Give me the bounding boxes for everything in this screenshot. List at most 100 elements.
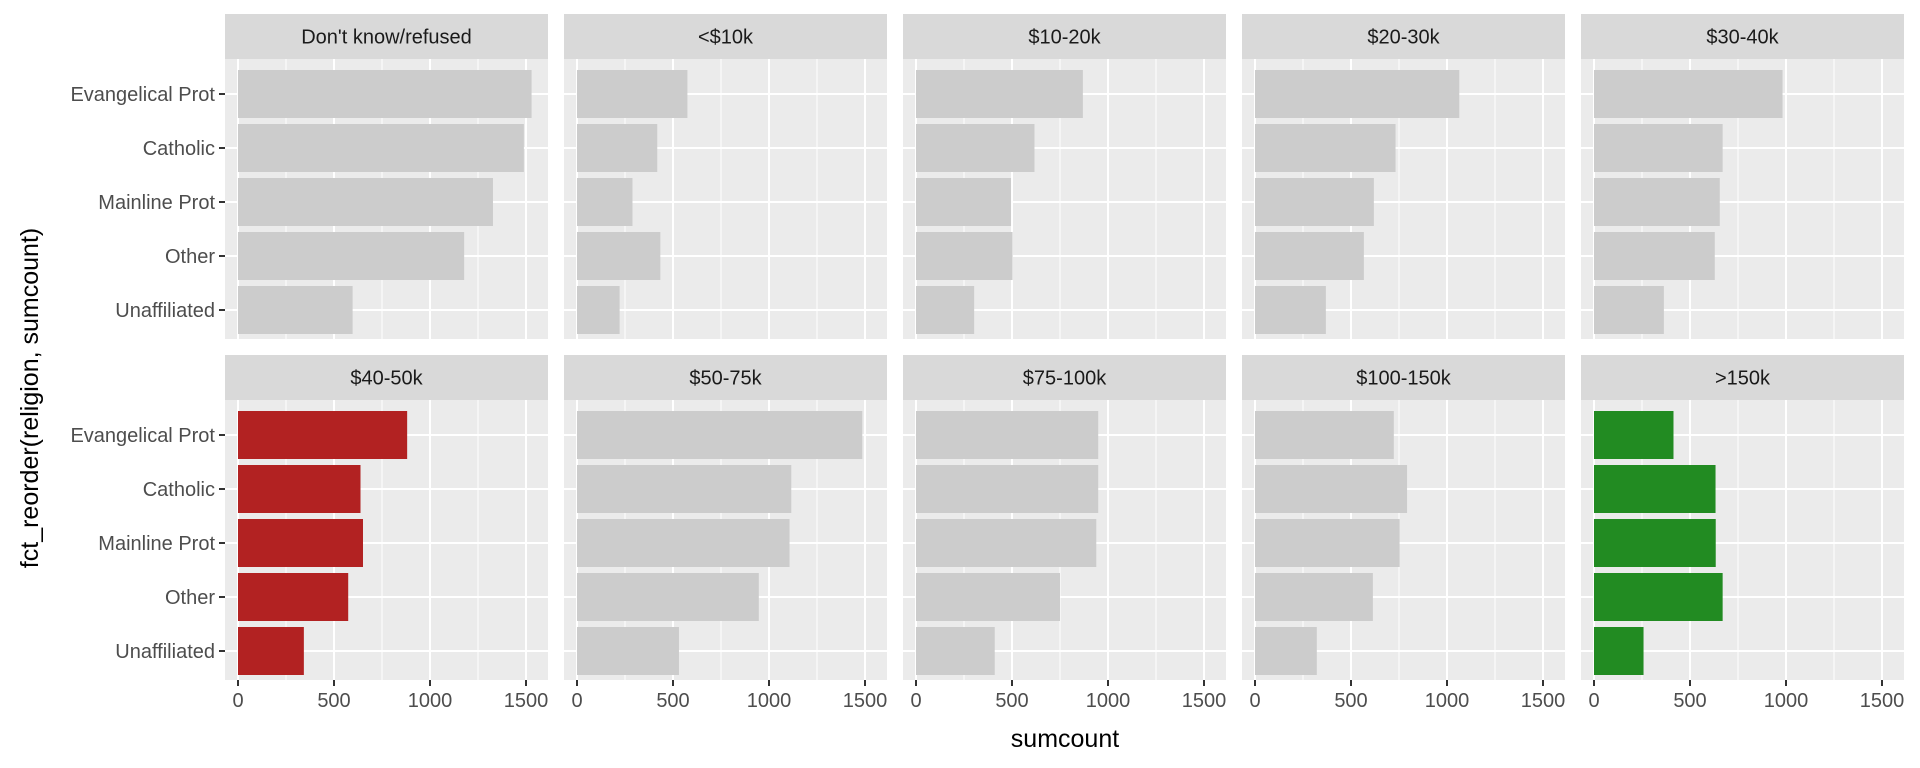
facet-strip: [903, 14, 1226, 59]
bar: [916, 124, 1035, 172]
bar: [916, 519, 1097, 567]
y-tick-label: Unaffiliated: [115, 300, 215, 322]
facet-panel: $10-20k: [903, 14, 1226, 339]
facet-strip: [225, 355, 548, 400]
facet-strip-label: Don't know/refused: [301, 27, 472, 49]
x-tick-label: 1000: [747, 690, 792, 712]
bar: [1255, 411, 1394, 459]
x-tick-label: 1000: [1425, 690, 1470, 712]
y-tick-label: Other: [165, 246, 215, 268]
facet-panel: $20-30k: [1242, 14, 1565, 339]
x-tick-label: 500: [317, 690, 350, 712]
facet-strip: [903, 355, 1226, 400]
bar: [577, 411, 863, 459]
x-tick-label: 0: [1249, 690, 1260, 712]
x-tick-label: 1500: [1182, 690, 1227, 712]
bar: [1255, 286, 1326, 334]
y-axis-title: fct_reorder(religion, sumcount): [16, 228, 44, 568]
x-tick-label: 500: [1334, 690, 1367, 712]
facet-strip: [1581, 14, 1904, 59]
bar: [238, 124, 524, 172]
x-tick-label: 500: [656, 690, 689, 712]
facet-strip-label: >150k: [1715, 368, 1771, 390]
facet-strip: [225, 14, 548, 59]
y-tick-label: Other: [165, 587, 215, 609]
bar: [1594, 124, 1723, 172]
bar: [577, 286, 620, 334]
facet-strip-label: $50-75k: [689, 368, 762, 390]
bar: [1594, 573, 1723, 621]
bar: [577, 70, 688, 118]
facet-strip-label: $10-20k: [1028, 27, 1101, 49]
bar: [1255, 124, 1396, 172]
facet-strip-label: $30-40k: [1706, 27, 1779, 49]
bar: [238, 411, 408, 459]
x-tick-label: 0: [571, 690, 582, 712]
facet-strip-label: $100-150k: [1356, 368, 1452, 390]
facet-strip: [564, 14, 887, 59]
y-tick-label: Catholic: [143, 479, 215, 501]
bar: [238, 627, 304, 675]
bar: [577, 232, 661, 280]
bar: [238, 232, 465, 280]
x-tick-label: 0: [1588, 690, 1599, 712]
facet-strip: [1242, 14, 1565, 59]
bar: [1594, 519, 1716, 567]
bar: [238, 70, 532, 118]
facet-panel: $50-75k 0 500 1000 1500: [564, 355, 887, 712]
bar: [916, 627, 995, 675]
y-tick-label: Unaffiliated: [115, 641, 215, 663]
facet-strip-label: $40-50k: [350, 368, 423, 390]
x-tick-label: 0: [910, 690, 921, 712]
bar: [916, 232, 1013, 280]
bar: [238, 519, 363, 567]
bar: [916, 465, 1099, 513]
x-tick-label: 1500: [504, 690, 549, 712]
bar: [577, 178, 633, 226]
bar: [916, 286, 975, 334]
x-tick-label: 1000: [1086, 690, 1131, 712]
facet-strip: [1581, 355, 1904, 400]
bar: [577, 465, 792, 513]
x-tick-label: 1000: [408, 690, 453, 712]
bar: [1255, 70, 1460, 118]
x-axis-title: sumcount: [1011, 725, 1119, 753]
facet-panels: Don't know/refused Evangelical Prot Cathol…: [70, 14, 1904, 712]
bar: [577, 519, 790, 567]
y-tick-label: Mainline Prot: [98, 533, 215, 555]
facet-panel: $30-40k: [1581, 14, 1904, 339]
facet-strip: [1242, 355, 1565, 400]
bar: [1255, 627, 1317, 675]
bar: [1594, 627, 1644, 675]
x-tick-label: 1500: [843, 690, 888, 712]
bar: [1594, 411, 1674, 459]
facet-panel: $100-150k 0 500 1000 1500: [1242, 355, 1565, 712]
bar: [1594, 465, 1716, 513]
bar: [577, 124, 658, 172]
y-tick-label: Catholic: [143, 138, 215, 160]
bar: [1255, 232, 1364, 280]
bar: [1255, 465, 1408, 513]
bar: [577, 627, 679, 675]
bar: [1255, 573, 1373, 621]
facet-strip-label: $75-100k: [1023, 368, 1107, 390]
bar: [1594, 70, 1783, 118]
bar: [1594, 178, 1720, 226]
x-tick-label: 0: [232, 690, 243, 712]
facet-strip-label: <$10k: [698, 27, 754, 49]
bar: [238, 286, 353, 334]
x-tick-label: 500: [995, 690, 1028, 712]
bar: [1594, 232, 1715, 280]
y-tick-label: Evangelical Prot: [70, 84, 215, 106]
facet-strip-label: $20-30k: [1367, 27, 1440, 49]
x-tick-label: 1500: [1860, 690, 1905, 712]
bar: [238, 178, 493, 226]
bar: [577, 573, 759, 621]
facet-panel: <$10k: [564, 14, 887, 339]
bar: [238, 465, 361, 513]
facet-panel: Don't know/refused Evangelical Prot Cathol…: [70, 14, 548, 339]
facet-panel: >150k 0 500 1000 1500: [1581, 355, 1904, 712]
bar: [916, 70, 1083, 118]
bar: [1255, 519, 1400, 567]
y-tick-label: Mainline Prot: [98, 192, 215, 214]
